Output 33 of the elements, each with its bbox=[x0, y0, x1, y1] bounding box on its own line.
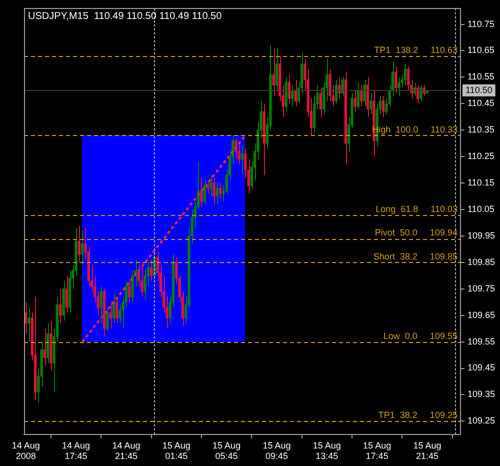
ref-line-label: TP1 138.2 110.63 bbox=[374, 45, 458, 56]
x-tick-label: 15 Aug 09:45 bbox=[262, 440, 291, 462]
y-tick-label: 110.55 bbox=[467, 72, 494, 82]
y-tick-label: 109.35 bbox=[467, 389, 496, 400]
y-tick-label: 109.25 bbox=[467, 416, 496, 426]
x-tick-label: 14 Aug 17:45 bbox=[62, 440, 90, 462]
x-tick-label: 15 Aug 13:45 bbox=[312, 440, 341, 462]
ref-line-label: TP1 38.2 109.25 bbox=[378, 410, 458, 420]
y-tick-label: 109.55 bbox=[467, 336, 496, 346]
y-tick-label: 109.85 bbox=[467, 256, 496, 267]
x-tick-label: 14 Aug 21:45 bbox=[112, 440, 140, 462]
y-tick-label: 110.75 bbox=[467, 18, 494, 29]
y-tick-label: 110.05 bbox=[467, 204, 494, 214]
y-tick-label: 110.65 bbox=[467, 45, 494, 56]
ref-line-label: Pivot 50.0 109.94 bbox=[374, 228, 458, 238]
ref-line-label: Low 0.0 109.55 bbox=[383, 330, 458, 341]
ref-line-label: Long 61.8 110.03 bbox=[376, 204, 458, 214]
x-tick-label: 15 Aug 21:45 bbox=[413, 440, 442, 462]
y-tick-label: 109.75 bbox=[467, 283, 496, 294]
x-tick-label: 15 Aug 05:45 bbox=[212, 440, 241, 462]
x-tick-label: 15 Aug 01:45 bbox=[162, 440, 190, 462]
x-tick-label: 15 Aug 17:45 bbox=[363, 440, 392, 462]
chart-title: USDJPY,M15 110.49 110.50 110.49 110.50 bbox=[28, 11, 222, 22]
x-tick-label: 14 Aug 2008 bbox=[12, 440, 40, 462]
y-tick-label: 110.45 bbox=[467, 98, 494, 108]
ref-line-label: Short 38.2 109.85 bbox=[373, 251, 458, 262]
y-tick-label: 110.25 bbox=[467, 151, 494, 162]
y-tick-label: 110.35 bbox=[467, 124, 494, 135]
y-tick-label: 109.45 bbox=[467, 362, 496, 373]
y-tick-label: 109.65 bbox=[467, 310, 496, 320]
y-tick-label: 109.95 bbox=[467, 230, 496, 240]
ref-line-label: 110.50 bbox=[465, 84, 492, 95]
y-tick-label: 110.15 bbox=[467, 178, 494, 188]
